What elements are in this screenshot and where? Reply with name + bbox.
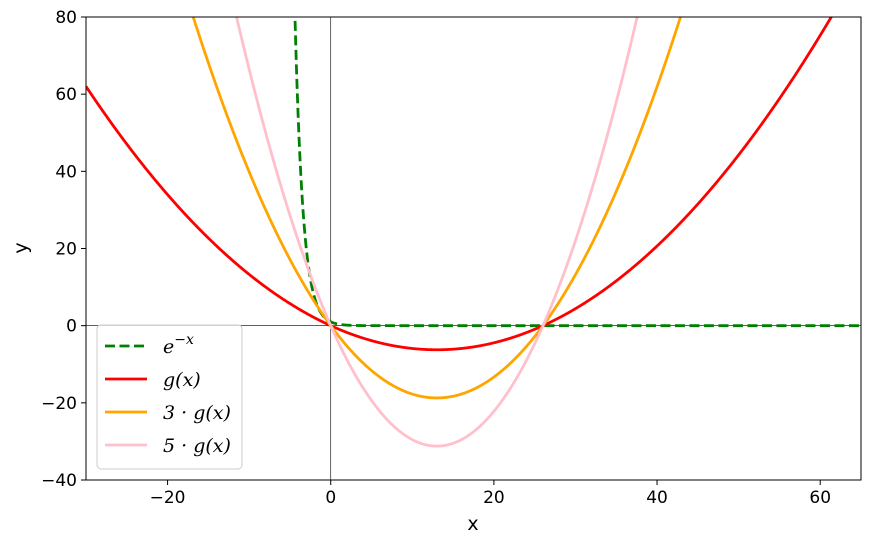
series-line [191,17,682,400]
x-axis-label: x [467,513,478,535]
legend: e−x g(x) 3 · g(x) 5 · g(x) [96,324,243,470]
x-tick-label: 0 [325,488,336,508]
x-tick-label: 20 [483,488,505,508]
x-axis-ticks: −20 0 20 40 60 [150,480,831,508]
y-tick-label: −20 [41,394,77,414]
y-tick-label: 80 [55,8,77,28]
y-tick-label: 20 [55,240,77,260]
y-axis-ticks: −40 −20 0 20 40 60 80 [41,8,86,491]
y-tick-label: −40 [41,471,77,491]
y-axis-label: y [10,242,32,253]
x-tick-label: 40 [646,488,668,508]
series-line [86,17,833,352]
x-tick-label: 60 [809,488,831,508]
legend-label: 3 · g(x) [163,402,231,424]
x-tick-label: −20 [150,488,186,508]
y-tick-label: 0 [66,317,77,337]
series-line [235,17,639,448]
legend-label: g(x) [163,369,201,391]
series-line [293,17,861,328]
legend-label: e−x [163,332,194,358]
legend-box [96,324,243,470]
legend-label: 5 · g(x) [163,435,231,457]
y-tick-label: 60 [55,85,77,105]
y-tick-label: 40 [55,162,77,182]
series-layer [86,17,861,448]
